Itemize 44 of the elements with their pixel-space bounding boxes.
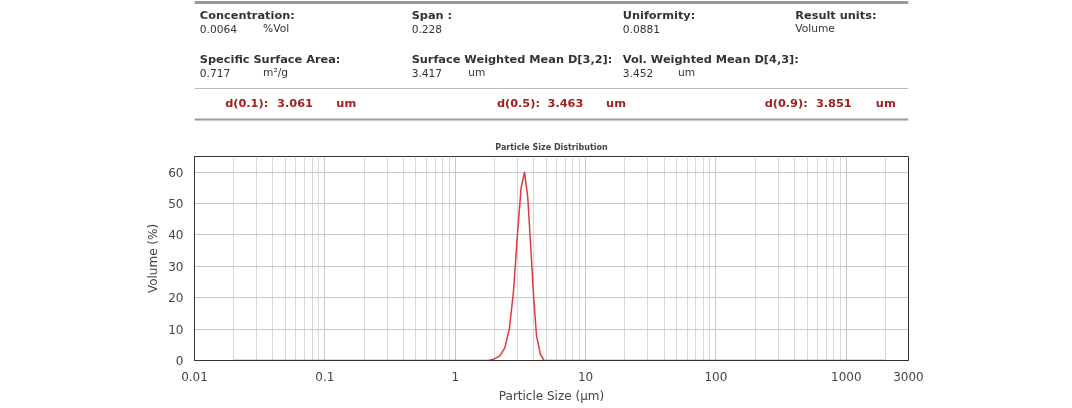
y-tick-label: 0 bbox=[175, 354, 184, 368]
x-tick-label: 1 bbox=[451, 369, 460, 384]
chart-title: Particle Size Distribution bbox=[495, 142, 609, 152]
text: Span : bbox=[411, 7, 453, 22]
text: d(0.9): bbox=[764, 95, 808, 110]
text: um bbox=[336, 95, 357, 110]
text: Result units: bbox=[795, 7, 877, 22]
text: um bbox=[606, 95, 626, 110]
text: Volume bbox=[795, 22, 835, 35]
text: 3.851 bbox=[815, 95, 852, 110]
text: 0.717 bbox=[199, 66, 231, 80]
text: Uniformity: bbox=[622, 7, 696, 22]
y-tick-label: 10 bbox=[168, 322, 184, 337]
text: 0.0881 bbox=[622, 22, 661, 36]
text: um bbox=[678, 66, 696, 79]
text: Concentration: bbox=[199, 7, 295, 22]
x-tick-label: 0.01 bbox=[181, 369, 208, 384]
text: %Vol bbox=[263, 22, 290, 35]
y-tick-label: 50 bbox=[168, 197, 184, 212]
text: 3.417 bbox=[411, 66, 443, 80]
x-axis-title: Particle Size (µm) bbox=[498, 388, 605, 403]
text: 0.228 bbox=[411, 22, 443, 36]
text: um bbox=[875, 95, 896, 110]
y-tick-label: 40 bbox=[168, 228, 184, 243]
text: Vol. Weighted Mean D[4,3]: bbox=[622, 51, 799, 66]
y-tick-label: 20 bbox=[168, 291, 184, 306]
text: 3.463 bbox=[547, 95, 584, 110]
y-axis-title: Volume (%) bbox=[146, 223, 161, 294]
x-tick-label: 0.1 bbox=[315, 369, 335, 384]
text: Surface Weighted Mean D[3,2]: bbox=[411, 51, 613, 66]
y-tick-label: 60 bbox=[168, 165, 184, 180]
x-tick-label: 100 bbox=[704, 369, 728, 384]
x-tick-label: 3000 bbox=[893, 369, 924, 384]
y-tick-label: 30 bbox=[168, 259, 184, 274]
text: 0.0064 bbox=[199, 22, 238, 36]
x-tick-label: 1000 bbox=[831, 369, 862, 384]
text: Specific Surface Area: bbox=[199, 51, 341, 66]
text: 3.452 bbox=[622, 66, 654, 80]
text: d(0.1): bbox=[225, 95, 269, 110]
x-tick-label: 10 bbox=[577, 369, 594, 384]
text: um bbox=[468, 66, 486, 79]
text: d(0.5): bbox=[496, 95, 540, 110]
text: 3.061 bbox=[277, 95, 314, 110]
text: m²/g bbox=[263, 66, 289, 79]
